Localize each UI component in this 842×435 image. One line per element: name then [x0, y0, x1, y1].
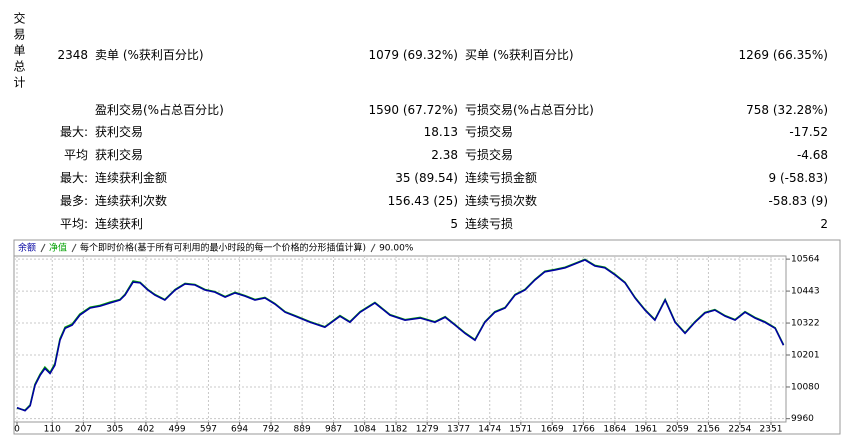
x-tick-label: 1864	[603, 425, 626, 435]
stat-cell: 2.38	[431, 148, 458, 162]
quality-label: 90.00%	[379, 244, 414, 254]
stat-cell: 连续获利次数	[95, 194, 168, 208]
stat-cell: 35 (89.54)	[395, 171, 458, 185]
stat-cell: 获利交易	[95, 148, 144, 162]
y-tick-label: 10201	[791, 351, 820, 361]
x-tick-label: 2254	[728, 425, 751, 435]
stat-cell: -58.83 (9)	[768, 194, 829, 208]
side-label: 交易单总计	[12, 12, 26, 92]
separator	[40, 243, 46, 253]
x-tick-label: 597	[200, 425, 217, 435]
stat-cell: 连续获利金额	[95, 171, 168, 185]
stat-cell: 2348	[57, 48, 88, 62]
plot-frame	[13, 255, 787, 423]
x-tick-label: 1766	[572, 425, 595, 435]
x-tick-label: 2351	[760, 425, 783, 435]
stat-cell: 连续获利	[95, 217, 144, 231]
legend-entry: 净值	[49, 242, 67, 254]
x-tick-label: 1377	[447, 425, 470, 435]
stat-cell: 买单 (%获利百分比)	[465, 48, 574, 62]
x-tick-label: 2059	[666, 425, 689, 435]
stat-cell: 获利交易	[95, 125, 144, 139]
stat-cell: 1590 (67.72%)	[368, 103, 458, 117]
x-tick-label: 889	[294, 425, 311, 435]
y-tick-label: 10564	[791, 255, 820, 265]
x-tick-label: 1669	[541, 425, 564, 435]
x-tick-label: 305	[106, 425, 123, 435]
x-tick-label: 499	[168, 425, 185, 435]
stat-cell: 卖单 (%获利百分比)	[95, 48, 204, 62]
y-tick-label: 10443	[791, 287, 820, 297]
x-tick-label: 1571	[509, 425, 532, 435]
y-tick-label: 9960	[791, 414, 814, 424]
legend-entry: 余额	[18, 242, 36, 254]
stat-cell: 5	[450, 217, 458, 231]
stat-cell: 156.43 (25)	[387, 194, 458, 208]
x-tick-label: 0	[14, 425, 20, 435]
stat-cell: 758 (32.28%)	[746, 103, 828, 117]
stat-cell: -4.68	[796, 148, 828, 162]
stat-cell: 1269 (66.35%)	[738, 48, 828, 62]
x-tick-label: 1474	[478, 425, 501, 435]
x-tick-label: 694	[231, 425, 248, 435]
stat-cell: 盈利交易(%占总百分比)	[95, 103, 224, 117]
x-tick-label: 110	[44, 425, 61, 435]
separator	[370, 243, 376, 253]
stat-cell: -17.52	[789, 125, 828, 139]
stat-cell: 平均	[63, 148, 88, 162]
x-tick-label: 1084	[353, 425, 376, 435]
stat-cell: 连续亏损金额	[465, 171, 538, 185]
stat-cell: 连续亏损次数	[465, 194, 538, 208]
chart-subtitle: 每个即时价格(基于所有可利用的最小时段的每一个价格的分形插值计算)	[80, 242, 366, 254]
x-tick-label: 2156	[697, 425, 720, 435]
separator	[71, 243, 77, 253]
stat-cell: 亏损交易	[465, 148, 514, 162]
stat-cell: 最大:	[59, 125, 88, 139]
stat-cell: 亏损交易(%占总百分比)	[465, 103, 594, 117]
series-line	[16, 259, 785, 412]
stat-cell: 9 (-58.83)	[768, 171, 829, 185]
stat-cell: 最大:	[59, 171, 88, 185]
stat-cell: 1079 (69.32%)	[368, 48, 458, 62]
x-tick-label: 1279	[416, 425, 439, 435]
x-tick-label: 1961	[634, 425, 657, 435]
x-tick-label: 1182	[385, 425, 408, 435]
x-tick-label: 402	[137, 425, 154, 435]
stat-cell: 平均:	[59, 217, 88, 231]
x-tick-label: 792	[262, 425, 279, 435]
stat-cell: 亏损交易	[465, 125, 514, 139]
stat-cell: 18.13	[423, 125, 458, 139]
stat-cell: 2	[820, 217, 828, 231]
y-tick-label: 10322	[791, 319, 820, 329]
x-tick-label: 207	[75, 425, 92, 435]
stat-cell: 连续亏损	[465, 217, 514, 231]
stat-cell: 最多:	[59, 194, 88, 208]
x-tick-label: 987	[325, 425, 342, 435]
y-tick-label: 10080	[791, 382, 820, 392]
